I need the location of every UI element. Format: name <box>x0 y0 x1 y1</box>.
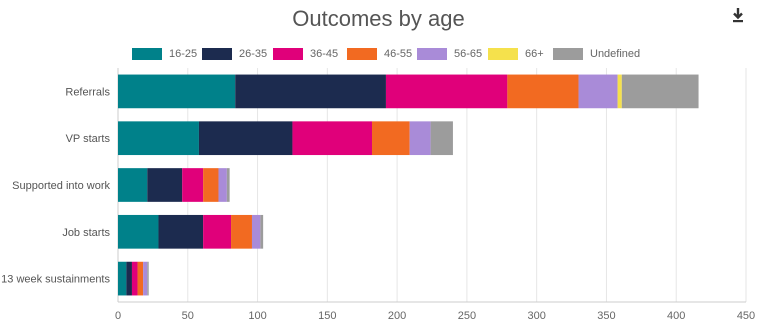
bar-supported-into-work-undefined[interactable] <box>226 168 230 202</box>
legend-label: 56-65 <box>454 48 483 60</box>
bar-job-starts-56-65[interactable] <box>251 214 261 249</box>
legend-label: 66+ <box>525 48 544 60</box>
legend-item-16-25[interactable]: 16-25 <box>132 44 197 64</box>
bar-13-week-sustainments-56-65[interactable] <box>143 261 148 296</box>
chart-legend: 16-25 26-35 36-45 46-55 56-65 66+ Undefined <box>0 44 757 64</box>
bar-supported-into-work-26-35[interactable] <box>147 168 183 202</box>
bar-supported-into-work-36-45[interactable] <box>182 168 204 202</box>
bar-referrals-16-25[interactable] <box>118 74 236 109</box>
bar-supported-into-work-16-25[interactable] <box>118 168 148 202</box>
legend-label: 26-35 <box>239 48 268 60</box>
x-tick-label: 300 <box>527 310 545 322</box>
x-tick-label: 400 <box>667 310 685 322</box>
bar-vp-starts-46-55[interactable] <box>371 121 410 156</box>
legend-item-36-45[interactable]: 36-45 <box>273 44 338 64</box>
download-icon[interactable] <box>729 6 747 24</box>
x-tick-label: 450 <box>737 310 755 322</box>
x-tick-label: 200 <box>388 310 406 322</box>
bar-supported-into-work-56-65[interactable] <box>218 168 227 202</box>
bar-vp-starts-undefined[interactable] <box>430 121 453 156</box>
x-tick-label: 100 <box>248 310 266 322</box>
legend-item-undefined[interactable]: Undefined <box>553 44 640 64</box>
x-tick-label: 350 <box>597 310 615 322</box>
bar-vp-starts-26-35[interactable] <box>198 121 293 156</box>
bar-referrals-undefined[interactable] <box>621 74 699 109</box>
y-category-label: VP starts <box>66 133 111 145</box>
legend-swatch <box>488 48 518 60</box>
bar-referrals-36-45[interactable] <box>385 74 508 109</box>
legend-item-46-55[interactable]: 46-55 <box>347 44 412 64</box>
chart-title: Outcomes by age <box>292 6 465 31</box>
bar-supported-into-work-46-55[interactable] <box>203 168 219 202</box>
bar-job-starts-36-45[interactable] <box>203 214 232 249</box>
legend-item-66-[interactable]: 66+ <box>488 44 544 64</box>
bar-vp-starts-36-45[interactable] <box>292 121 372 156</box>
legend-label: 46-55 <box>384 48 413 60</box>
bar-vp-starts-56-65[interactable] <box>409 121 431 156</box>
legend-swatch <box>202 48 232 60</box>
y-category-label: Supported into work <box>12 180 110 192</box>
bar-job-starts-16-25[interactable] <box>118 214 159 249</box>
legend-label: 36-45 <box>310 48 339 60</box>
legend-swatch <box>273 48 303 60</box>
x-tick-label: 0 <box>115 310 121 322</box>
legend-label: 16-25 <box>169 48 198 60</box>
x-tick-label: 150 <box>318 310 336 322</box>
bar-job-starts-26-35[interactable] <box>158 214 204 249</box>
bar-job-starts-46-55[interactable] <box>231 214 252 249</box>
bar-13-week-sustainments-26-35[interactable] <box>126 261 132 296</box>
bar-job-starts-undefined[interactable] <box>260 214 264 249</box>
y-category-label: Referrals <box>65 86 110 98</box>
bar-referrals-56-65[interactable] <box>578 74 618 109</box>
legend-item-56-65[interactable]: 56-65 <box>417 44 482 64</box>
bar-referrals-66-[interactable] <box>617 74 622 109</box>
legend-swatch <box>553 48 583 60</box>
bar-13-week-sustainments-36-45[interactable] <box>131 261 138 296</box>
bar-vp-starts-16-25[interactable] <box>118 121 199 156</box>
legend-label: Undefined <box>590 48 641 60</box>
bar-13-week-sustainments-46-55[interactable] <box>137 261 144 296</box>
legend-swatch <box>417 48 447 60</box>
y-category-label: Job starts <box>62 227 110 239</box>
y-category-label: 13 week sustainments <box>1 274 110 286</box>
x-tick-label: 50 <box>182 310 194 322</box>
legend-swatch <box>347 48 377 60</box>
bar-referrals-46-55[interactable] <box>507 74 579 109</box>
bar-13-week-sustainments-16-25[interactable] <box>118 261 127 296</box>
legend-item-26-35[interactable]: 26-35 <box>202 44 267 64</box>
bar-referrals-26-35[interactable] <box>235 74 386 109</box>
legend-swatch <box>132 48 162 60</box>
bar-13-week-sustainments-undefined[interactable] <box>147 261 149 296</box>
x-tick-label: 250 <box>458 310 476 322</box>
